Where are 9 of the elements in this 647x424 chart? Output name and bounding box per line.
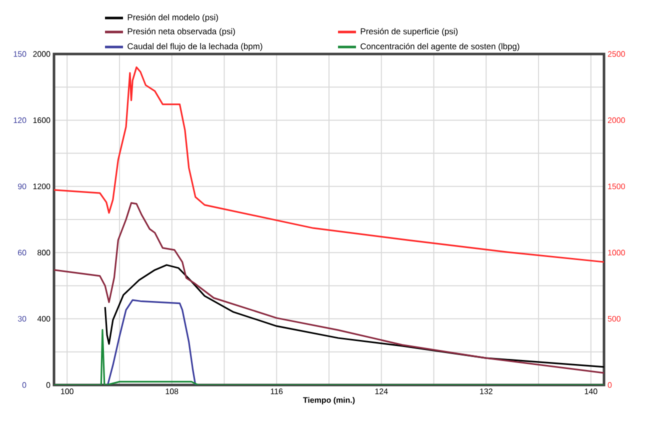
line-series: [54, 66, 604, 263]
legend-label: Presión neta observada (psi): [128, 28, 235, 36]
legend-label: Presión de superficie (psi): [360, 28, 458, 36]
line-series: [54, 202, 604, 374]
line-series: [104, 264, 604, 368]
legend-label: Caudal del flujo de la lechada (bpm): [128, 43, 262, 51]
line-series: [106, 299, 196, 385]
legend-label: Concentración del agente de sosten (lbpg): [360, 43, 520, 51]
legend-label: Presión del modelo (psi): [128, 14, 218, 22]
